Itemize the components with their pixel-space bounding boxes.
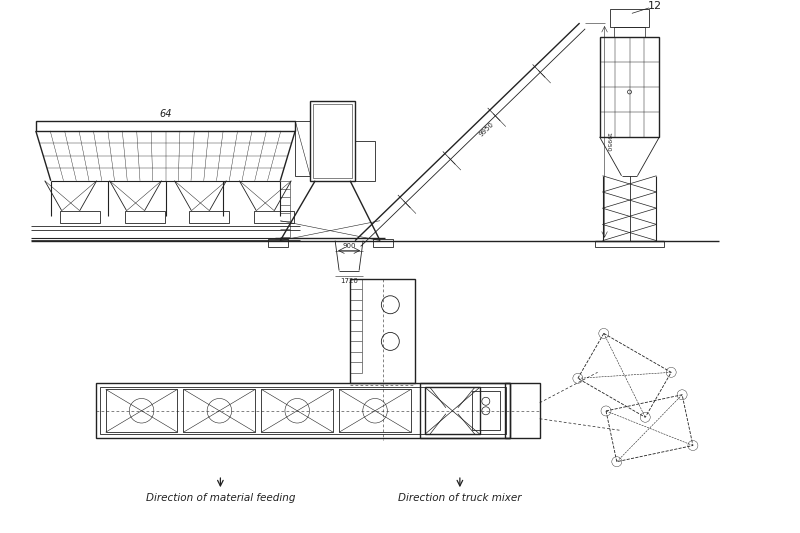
Bar — [310, 101, 355, 181]
Bar — [295, 121, 310, 176]
Text: Direction of truck mixer: Direction of truck mixer — [398, 493, 522, 503]
Text: Direction of material feeding: Direction of material feeding — [146, 493, 295, 503]
Bar — [472, 391, 500, 430]
Bar — [36, 121, 295, 131]
Bar — [183, 389, 255, 432]
Text: 1720: 1720 — [340, 278, 358, 284]
Bar — [313, 104, 352, 178]
Bar — [339, 389, 411, 432]
Bar — [125, 211, 165, 223]
Bar — [268, 239, 288, 247]
Bar — [355, 141, 375, 181]
Text: 9950: 9950 — [478, 121, 495, 138]
Text: 12: 12 — [647, 1, 662, 11]
Bar — [262, 389, 333, 432]
Text: 900: 900 — [342, 243, 356, 248]
Bar — [350, 279, 415, 383]
Bar — [425, 387, 480, 434]
Bar — [100, 387, 506, 434]
Bar — [106, 389, 178, 432]
Text: 19950: 19950 — [605, 132, 610, 151]
Bar — [420, 383, 510, 438]
Bar — [60, 211, 100, 223]
Bar — [614, 27, 646, 37]
Bar — [96, 383, 510, 438]
Text: 64: 64 — [159, 109, 172, 119]
Bar — [599, 37, 659, 137]
Bar — [610, 9, 650, 27]
Bar — [373, 239, 393, 247]
Bar — [254, 211, 294, 223]
Bar — [190, 211, 230, 223]
Bar — [594, 240, 665, 247]
Bar — [505, 383, 540, 438]
